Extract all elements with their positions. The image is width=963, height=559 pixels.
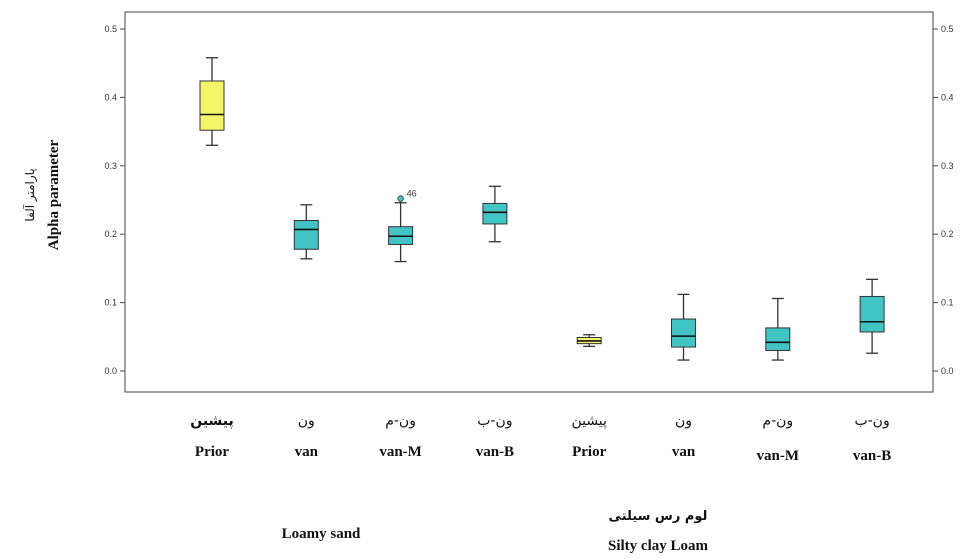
category-label-fa: ون (298, 413, 315, 429)
box-van-m-loamy-sand: 46 (388, 189, 417, 263)
y-tick-label-left: 0.5 (104, 24, 117, 34)
box-van-b-loamy-sand (482, 185, 508, 243)
y-tick-label-right: 0.0 (941, 366, 954, 376)
box-van-m-silty-clay-loam (765, 297, 791, 361)
box-van-silty-clay-loam (671, 293, 696, 361)
category-label-fa: ون-ب (477, 413, 512, 429)
category-label-en: van-B (853, 448, 891, 464)
y-tick-label-left: 0.1 (104, 298, 117, 308)
category-label-fa: پیشین (571, 413, 607, 429)
y-tick-label-right: 0.3 (941, 161, 954, 171)
category-label-en: van-M (379, 444, 422, 460)
category-label-en: van (672, 444, 696, 460)
boxes: 46 (199, 57, 885, 361)
axis-ticks: 0.0 0.0 0.1 0.1 0.2 0.2 0.3 0.3 0.4 0.4 0.5 0.5 (104, 24, 953, 376)
category-labels: پیشین Prior ون van ون-م van-M ون-ب van-B پیشین Pr… (190, 413, 891, 464)
plot-border (124, 11, 934, 393)
y-tick-label-left: 0.0 (104, 366, 117, 376)
iqr-box (671, 318, 696, 348)
outlier-label: 46 (407, 189, 417, 199)
category-label-en: van (295, 444, 319, 460)
category-label-en: van-M (757, 448, 800, 464)
category-label-fa: ون (675, 413, 692, 429)
iqr-box (482, 202, 508, 225)
category-label-en: van-B (476, 444, 514, 460)
box-prior-loamy-sand (199, 57, 225, 146)
box-prior-silty-clay-loam (576, 334, 602, 348)
category-label-en: Prior (572, 444, 606, 460)
y-tick-label-right: 0.5 (941, 24, 954, 34)
outlier-point (397, 195, 404, 202)
category-label-fa: ون-م (385, 413, 416, 429)
y-tick-label-right: 0.4 (941, 92, 954, 102)
group-label-silty-clay-loam-fa: لوم رس سیلتی (609, 509, 708, 524)
y-tick-label-left: 0.4 (104, 92, 117, 102)
iqr-box (199, 80, 225, 131)
y-tick-label-left: 0.2 (104, 229, 117, 239)
box-van-loamy-sand (293, 204, 319, 260)
plot-frame (124, 11, 934, 393)
box-van-b-silty-clay-loam (859, 278, 885, 354)
category-label-fa: پیشین (190, 413, 234, 429)
category-label-en: Prior (195, 444, 229, 460)
group-labels: Loamy sand لوم رس سیلتی Silty clay Loam (282, 509, 709, 554)
category-label-fa: ون-ب (854, 413, 889, 429)
y-axis-title: Alpha parameter پارامتر آلفا (22, 139, 62, 250)
y-axis-label: Alpha parameter (46, 139, 62, 250)
iqr-box (293, 220, 319, 250)
category-label-fa: ون-م (762, 413, 793, 429)
y-tick-label-left: 0.3 (104, 161, 117, 171)
y-tick-label-right: 0.1 (941, 298, 954, 308)
group-label-silty-clay-loam: Silty clay Loam (608, 538, 709, 554)
group-label-loamy-sand: Loamy sand (282, 526, 361, 542)
y-axis-label-fa: پارامتر آلفا (22, 168, 38, 221)
iqr-box (765, 327, 791, 351)
iqr-box (859, 295, 885, 333)
y-tick-label-right: 0.2 (941, 229, 954, 239)
